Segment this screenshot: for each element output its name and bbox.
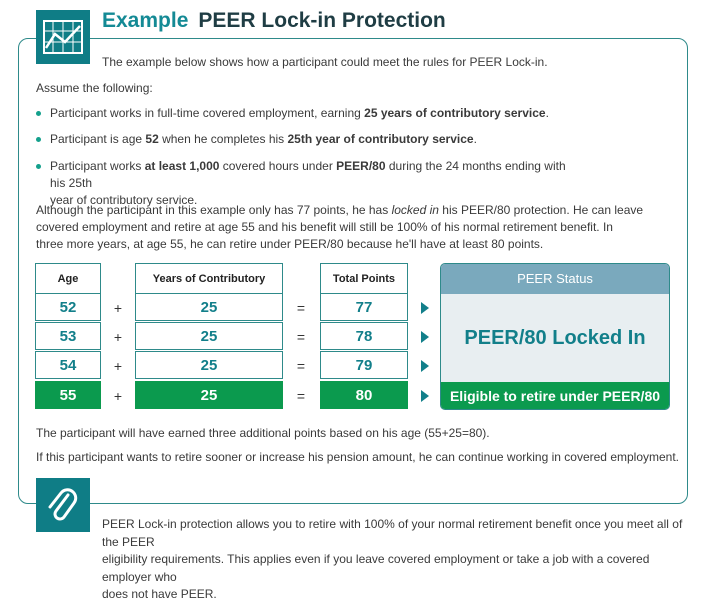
equals-sign: = bbox=[296, 358, 306, 374]
status-locked-in: PEER/80 Locked In bbox=[464, 327, 646, 349]
note-continue: If this participant wants to retire soon… bbox=[36, 450, 680, 464]
arrow-right-icon bbox=[421, 390, 429, 402]
arrow-right-icon bbox=[421, 331, 429, 343]
paperclip-icon bbox=[36, 478, 90, 532]
arrow-right-icon bbox=[421, 360, 429, 372]
equals-sign: = bbox=[296, 300, 306, 316]
years-cell: 25 bbox=[135, 351, 283, 379]
example-frame bbox=[18, 38, 688, 504]
bullet-dot bbox=[36, 137, 41, 142]
footer-note: PEER Lock-in protection allows you to re… bbox=[102, 517, 683, 601]
plus-sign: + bbox=[113, 358, 123, 374]
bullet-dot bbox=[36, 164, 41, 169]
points-cell: 77 bbox=[320, 293, 408, 321]
explanation-paragraph: Although the participant in this example… bbox=[36, 203, 644, 251]
peer-status-panel: PEER Status PEER/80 Locked In Eligible t… bbox=[440, 263, 670, 410]
years-cell: 25 bbox=[135, 293, 283, 321]
header-age: Age bbox=[35, 263, 101, 293]
bullet-2: Participant is age 52 when he completes … bbox=[36, 131, 576, 148]
header-status: PEER Status bbox=[441, 264, 669, 294]
age-cell: 52 bbox=[35, 293, 101, 321]
line-chart-icon bbox=[36, 10, 90, 64]
points-cell-highlight: 80 bbox=[320, 381, 408, 409]
age-cell: 53 bbox=[35, 322, 101, 350]
page-title: Example PEER Lock-in Protection bbox=[102, 9, 446, 33]
points-cell: 79 bbox=[320, 351, 408, 379]
header-points: Total Points bbox=[320, 263, 408, 293]
equals-sign: = bbox=[296, 388, 306, 404]
title-label: Example bbox=[102, 9, 189, 32]
points-cell: 78 bbox=[320, 322, 408, 350]
age-cell-highlight: 55 bbox=[35, 381, 101, 409]
years-cell-highlight: 25 bbox=[135, 381, 283, 409]
note-points: The participant will have earned three a… bbox=[36, 426, 490, 440]
plus-sign: + bbox=[113, 300, 123, 316]
assume-text: Assume the following: bbox=[36, 81, 153, 95]
status-eligible: Eligible to retire under PEER/80 bbox=[441, 382, 669, 409]
equals-sign: = bbox=[296, 329, 306, 345]
plus-sign: + bbox=[113, 388, 123, 404]
intro-text: The example below shows how a participan… bbox=[102, 55, 548, 69]
header-years: Years of Contributory Service bbox=[135, 263, 283, 315]
age-cell: 54 bbox=[35, 351, 101, 379]
bullet-1: Participant works in full-time covered e… bbox=[36, 105, 576, 122]
title-text: PEER Lock-in Protection bbox=[198, 9, 446, 32]
bullet-3: Participant works at least 1,000 covered… bbox=[36, 158, 576, 209]
arrow-right-icon bbox=[421, 302, 429, 314]
years-cell: 25 bbox=[135, 322, 283, 350]
plus-sign: + bbox=[113, 329, 123, 345]
bullet-dot bbox=[36, 111, 41, 116]
